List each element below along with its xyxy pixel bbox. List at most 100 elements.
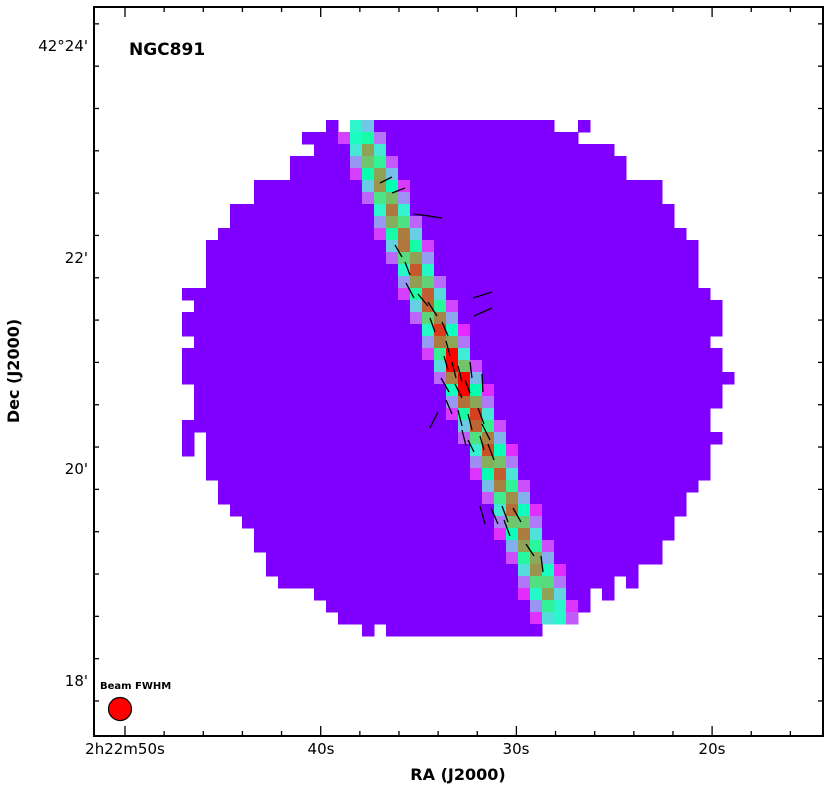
map-pixel (386, 360, 399, 373)
map-pixel (554, 264, 567, 277)
map-pixel (470, 144, 483, 157)
polarization-vector (457, 365, 463, 383)
map-pixel (446, 564, 459, 577)
map-pixel (326, 456, 339, 469)
map-pixel (194, 372, 207, 385)
map-pixel (206, 312, 219, 325)
map-pixel (458, 468, 471, 481)
map-pixel (626, 396, 639, 409)
map-pixel (242, 300, 255, 313)
map-pixel (242, 504, 255, 517)
map-pixel (398, 336, 411, 349)
map-pixel (278, 192, 291, 205)
map-pixel (686, 420, 699, 433)
map-pixel (482, 348, 495, 361)
intensity-map (182, 120, 735, 637)
map-pixel (278, 372, 291, 385)
map-pixel (278, 552, 291, 565)
map-pixel (338, 132, 351, 145)
map-pixel (698, 408, 711, 421)
map-pixel (506, 456, 519, 469)
map-pixel (398, 360, 411, 373)
map-pixel (458, 552, 471, 565)
map-pixel (230, 480, 243, 493)
map-pixel (458, 192, 471, 205)
map-pixel (278, 384, 291, 397)
map-pixel (494, 528, 507, 541)
map-pixel (338, 600, 351, 613)
map-pixel (446, 204, 459, 217)
polarization-vector (464, 379, 471, 394)
map-pixel (602, 564, 615, 577)
map-pixel (638, 312, 651, 325)
map-pixel (362, 288, 375, 301)
map-pixel (206, 432, 219, 445)
map-pixel (326, 432, 339, 445)
map-pixel (434, 564, 447, 577)
map-pixel (566, 228, 579, 241)
map-pixel (638, 348, 651, 361)
map-pixel (386, 348, 399, 361)
map-pixel (410, 372, 423, 385)
map-pixel (350, 288, 363, 301)
map-pixel (446, 384, 459, 397)
map-pixel (674, 240, 687, 253)
map-pixel (566, 432, 579, 445)
map-pixel (326, 120, 339, 133)
map-pixel (254, 420, 267, 433)
map-pixel (674, 468, 687, 481)
map-pixel (518, 144, 531, 157)
map-pixel (506, 480, 519, 493)
map-pixel (314, 396, 327, 409)
map-pixel (326, 132, 339, 145)
map-pixel (626, 552, 639, 565)
map-pixel (674, 360, 687, 373)
map-pixel (710, 384, 723, 397)
polarization-vector (429, 411, 439, 429)
map-pixel (242, 372, 255, 385)
map-pixel (602, 288, 615, 301)
map-pixel (422, 132, 435, 145)
map-pixel (242, 408, 255, 421)
map-pixel (470, 480, 483, 493)
map-pixel (578, 492, 591, 505)
map-pixel (386, 564, 399, 577)
map-pixel (446, 552, 459, 565)
map-pixel (374, 192, 387, 205)
map-pixel (578, 372, 591, 385)
map-pixel (314, 216, 327, 229)
map-pixel (266, 312, 279, 325)
map-pixel (626, 276, 639, 289)
map-pixel (614, 480, 627, 493)
map-pixel (314, 324, 327, 337)
map-pixel (218, 468, 231, 481)
map-pixel (446, 120, 459, 133)
map-pixel (314, 360, 327, 373)
map-pixel (398, 540, 411, 553)
map-pixel (374, 348, 387, 361)
map-pixel (302, 444, 315, 457)
map-pixel (662, 216, 675, 229)
map-pixel (422, 528, 435, 541)
map-pixel (686, 312, 699, 325)
map-pixel (398, 552, 411, 565)
map-pixel (230, 384, 243, 397)
map-pixel (602, 204, 615, 217)
map-pixel (254, 504, 267, 517)
map-pixel (338, 528, 351, 541)
map-pixel (302, 228, 315, 241)
map-pixel (326, 588, 339, 601)
map-pixel (206, 336, 219, 349)
map-pixel (338, 540, 351, 553)
map-pixel (350, 168, 363, 181)
map-pixel (290, 288, 303, 301)
map-pixel (434, 420, 447, 433)
map-pixel (530, 504, 543, 517)
map-pixel (494, 216, 507, 229)
map-pixel (326, 192, 339, 205)
map-pixel (482, 132, 495, 145)
map-pixel (626, 540, 639, 553)
map-pixel (206, 276, 219, 289)
map-pixel (602, 552, 615, 565)
map-pixel (506, 168, 519, 181)
